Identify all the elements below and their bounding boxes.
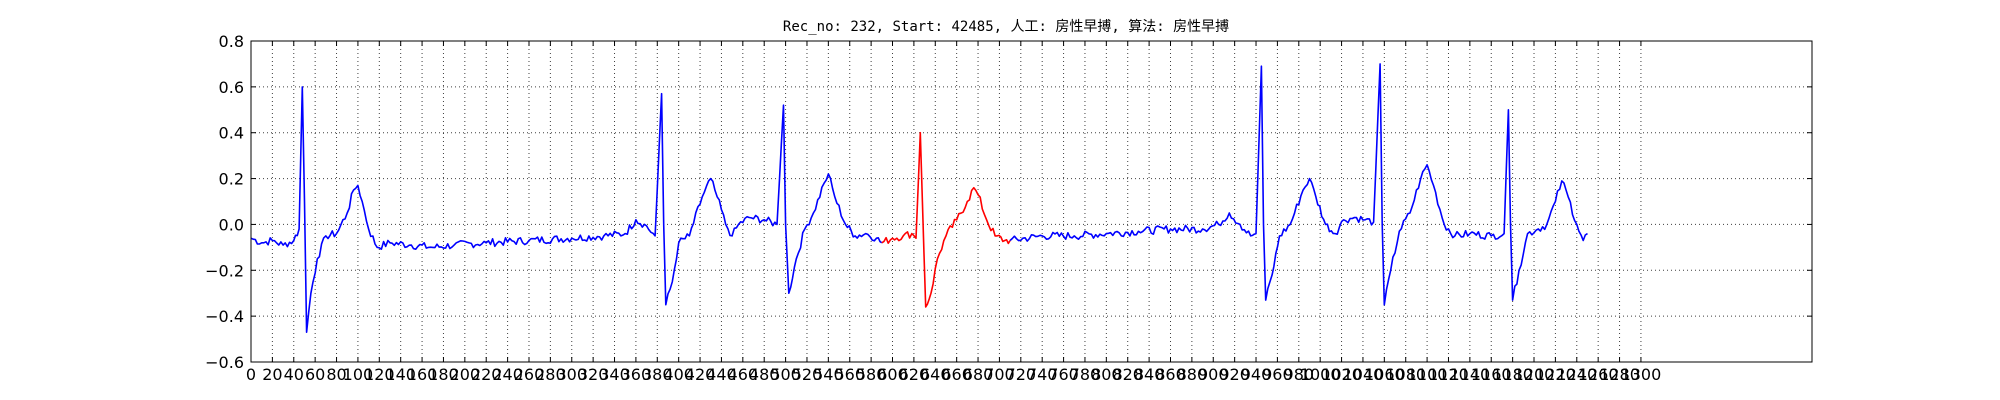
x-tick-label: 440	[706, 365, 737, 384]
x-tick-label: 300	[556, 365, 587, 384]
x-tick-label: 1220	[1535, 365, 1576, 384]
x-tick-label: 40	[284, 365, 304, 384]
grid-layer	[251, 41, 1812, 362]
x-tick-label: 280	[535, 365, 566, 384]
x-tick-label: 580	[856, 365, 887, 384]
x-tick-label: 1200	[1514, 365, 1555, 384]
x-tick-label: 1100	[1407, 365, 1448, 384]
x-tick-label: 420	[685, 365, 716, 384]
x-tick-label: 940	[1241, 365, 1272, 384]
x-tick-label: 260	[514, 365, 545, 384]
y-tick-label: 0.4	[219, 124, 244, 143]
chart-title: Rec_no: 232, Start: 42485, 人工: 房性早搏, 算法:…	[783, 18, 1229, 35]
y-tick-label: 0.8	[219, 32, 244, 51]
x-tick-label: 120	[364, 365, 395, 384]
y-axis: −0.6 −0.4 −0.2 0.0 0.2 0.4 0.6 0.8	[205, 32, 1812, 372]
ecg-series-line-2	[1009, 63, 1588, 306]
x-tick-label: 520	[792, 365, 823, 384]
x-tick-label: 1240	[1556, 365, 1597, 384]
x-tick-label: 100	[343, 365, 374, 384]
x-tick-label: 660	[941, 365, 972, 384]
x-tick-label: 160	[407, 365, 438, 384]
x-tick-label: 900	[1198, 365, 1229, 384]
x-tick-label: 720	[1006, 365, 1037, 384]
x-tick-label: 240	[492, 365, 523, 384]
x-tick-label: 460	[728, 365, 759, 384]
x-tick-label: 380	[642, 365, 673, 384]
x-tick-label: 140	[385, 365, 416, 384]
y-tick-label: 0.0	[219, 215, 244, 234]
x-tick-label: 700	[984, 365, 1015, 384]
x-tick-label: 840	[1134, 365, 1165, 384]
x-tick-label: 820	[1112, 365, 1143, 384]
x-tick-label: 1180	[1492, 365, 1533, 384]
x-tick-label: 1300	[1621, 365, 1662, 384]
ecg-series-line-0	[250, 86, 883, 333]
x-tick-label: 340	[599, 365, 630, 384]
x-tick-label: 1120	[1428, 365, 1469, 384]
x-tick-label: 540	[813, 365, 844, 384]
x-tick-label: 780	[1070, 365, 1101, 384]
x-tick-label: 760	[1048, 365, 1079, 384]
x-tick-label: 480	[749, 365, 780, 384]
x-tick-label: 920	[1219, 365, 1250, 384]
y-tick-label: −0.4	[205, 307, 244, 326]
x-tick-label: 360	[621, 365, 652, 384]
x-tick-label: 80	[326, 365, 346, 384]
x-tick-label: 1140	[1450, 365, 1491, 384]
x-tick-label: 1260	[1578, 365, 1619, 384]
x-tick-label: 980	[1284, 365, 1315, 384]
x-tick-label: 880	[1177, 365, 1208, 384]
x-tick-label: 1160	[1471, 365, 1512, 384]
x-tick-label: 640	[920, 365, 951, 384]
y-tick-label: 0.2	[219, 170, 244, 189]
x-tick-label: 620	[899, 365, 930, 384]
x-axis: 0 20 40 60 801001201401601802002202402602803…	[246, 41, 1661, 384]
x-tick-label: 1280	[1599, 365, 1640, 384]
x-tick-label: 800	[1091, 365, 1122, 384]
series-layer	[250, 63, 1588, 333]
x-tick-label: 60	[305, 365, 325, 384]
x-tick-label: 1080	[1385, 365, 1426, 384]
x-tick-label: 500	[770, 365, 801, 384]
x-tick-label: 180	[428, 365, 459, 384]
x-tick-label: 560	[834, 365, 865, 384]
x-tick-label: 860	[1155, 365, 1186, 384]
x-tick-label: 960	[1262, 365, 1293, 384]
x-tick-label: 200	[450, 365, 481, 384]
x-tick-label: 0	[246, 365, 256, 384]
ecg-series-line-1	[881, 131, 1011, 308]
x-tick-label: 400	[663, 365, 694, 384]
x-tick-label: 20	[262, 365, 282, 384]
x-tick-label: 320	[578, 365, 609, 384]
x-tick-label: 680	[963, 365, 994, 384]
x-tick-label: 1040	[1343, 365, 1384, 384]
x-tick-label: 1020	[1321, 365, 1362, 384]
x-tick-label: 740	[1027, 365, 1058, 384]
x-tick-label: 600	[877, 365, 908, 384]
x-tick-label: 1000	[1300, 365, 1341, 384]
x-tick-label: 220	[471, 365, 502, 384]
x-tick-label: 1060	[1364, 365, 1405, 384]
y-tick-label: 0.6	[219, 78, 244, 97]
y-tick-label: −0.6	[205, 353, 244, 372]
y-tick-label: −0.2	[205, 261, 244, 280]
plot-frame	[250, 40, 1813, 363]
